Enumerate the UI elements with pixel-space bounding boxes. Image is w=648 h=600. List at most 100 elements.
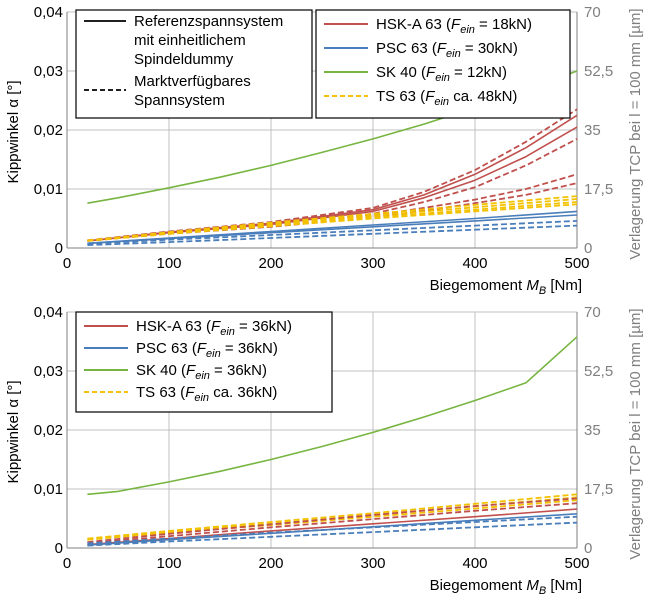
legend-label-text: TS 63 ( [376, 88, 425, 105]
y2-tick-label: 35 [584, 122, 601, 139]
y2-tick-label: 70 [584, 304, 601, 321]
legend-label-subscript: ein [446, 48, 461, 60]
legend-style-box [75, 9, 313, 119]
series-line-psc-63 [87, 224, 578, 246]
legend-label-text: HSK-A 63 ( [136, 318, 211, 335]
legend-style-label: Spindeldummy [134, 51, 234, 68]
x-axis-label-unit: [Nm] [546, 577, 582, 594]
x-tick-label: 300 [360, 255, 385, 272]
legend-label-symbol: F [451, 16, 461, 33]
legend-label-subscript: ein [460, 24, 475, 36]
series-line-ts-63 [87, 493, 578, 540]
legend-style-label: Referenzspannsystem [134, 13, 283, 30]
x-tick-label: 100 [156, 555, 181, 572]
y-tick-label: 0,02 [34, 122, 63, 139]
y-tick-label: 0,04 [34, 304, 63, 321]
y-tick-label: 0,04 [34, 4, 63, 21]
legend-label-subscript: ein [434, 96, 449, 108]
series-line-hsk-a-63 [87, 182, 578, 242]
legend-label-subscript: ein [220, 326, 235, 338]
series-line-hsk-a-63 [87, 502, 578, 545]
legend-label-text: PSC 63 ( [376, 40, 437, 57]
legend-label-text: = 36kN) [210, 362, 267, 379]
x-axis-label: Biegemoment MB [Nm] [430, 277, 582, 297]
y2-tick-label: 52,5 [584, 63, 613, 80]
y2-tick-label: 17,5 [584, 181, 613, 198]
y-axis-label: Kippwinkel α [°] [5, 380, 22, 483]
legend-style-label: mit einheitlichem [134, 32, 246, 49]
legend-series: HSK-A 63 (Fein = 36kN)PSC 63 (Fein = 36k… [75, 311, 333, 413]
y2-tick-label: 0 [584, 540, 592, 557]
legend-series-label: SK 40 (Fein = 36kN) [136, 362, 267, 382]
x-tick-label: 400 [462, 255, 487, 272]
x-tick-label: 200 [258, 255, 283, 272]
y2-tick-label: 52,5 [584, 363, 613, 380]
y-tick-label: 0,02 [34, 422, 63, 439]
legend-series-label: HSK-A 63 (Fein = 36kN) [136, 318, 292, 338]
legend-label-text: SK 40 ( [136, 362, 186, 379]
x-axis-label-subscript: B [539, 585, 546, 597]
legend-label-text: SK 40 ( [376, 64, 426, 81]
legend-style: Referenzspannsystem mit einheitlichem Spin… [75, 9, 313, 119]
legend-label-symbol: F [425, 88, 435, 105]
legend-series-label: PSC 63 (Fein = 36kN) [136, 340, 278, 360]
y2-axis-label: Verlagerung TCP bei l = 100 mm [µm] [627, 8, 644, 259]
legend-series: HSK-A 63 (Fein = 18kN)PSC 63 (Fein = 30k… [315, 9, 571, 119]
bottom-chart: 0 100 200 300 400 50000,010,020,030,04017,535… [5, 304, 644, 597]
legend-label-text: PSC 63 ( [136, 340, 197, 357]
x-tick-label: 500 [564, 555, 589, 572]
legend-label-text: HSK-A 63 ( [376, 16, 451, 33]
x-axis-label: Biegemoment MB [Nm] [430, 577, 582, 597]
legend-series-box [75, 311, 333, 413]
y2-tick-label: 0 [584, 240, 592, 257]
x-axis-label-text: Biegemoment [430, 577, 527, 594]
x-axis-label-symbol: M [526, 277, 539, 294]
x-tick-label: 0 [63, 555, 71, 572]
series-line-psc-63 [87, 515, 578, 545]
legend-label-symbol: F [211, 318, 221, 335]
series-line-psc-63 [87, 214, 578, 245]
series-line-psc-63 [87, 521, 578, 547]
series-line-psc-63 [87, 220, 578, 245]
y2-tick-label: 17,5 [584, 481, 613, 498]
y2-axis-label: Verlagerung TCP bei l = 100 mm [µm] [627, 308, 644, 559]
y-tick-label: 0 [55, 240, 63, 257]
x-tick-label: 300 [360, 555, 385, 572]
x-axis-label-subscript: B [539, 285, 546, 297]
legend-label-subscript: ein [194, 392, 209, 404]
x-tick-label: 500 [564, 255, 589, 272]
x-axis-label-symbol: M [526, 577, 539, 594]
x-tick-label: 0 [63, 255, 71, 272]
y-axis-label: Kippwinkel α [°] [5, 80, 22, 183]
series-group [87, 70, 578, 246]
legend-label-text: = 18kN) [475, 16, 532, 33]
x-axis-label-text: Biegemoment [430, 277, 527, 294]
legend-label-symbol: F [426, 64, 436, 81]
legend-label-symbol: F [185, 384, 195, 401]
legend-style-label: Spannsystem [134, 92, 225, 109]
legend-label-subscript: ein [195, 370, 210, 382]
y2-tick-label: 70 [584, 4, 601, 21]
x-tick-label: 200 [258, 555, 283, 572]
y-tick-label: 0,03 [34, 63, 63, 80]
series-line-sk-40 [87, 336, 578, 496]
legend-label-text: TS 63 ( [136, 384, 185, 401]
legend-series-label: PSC 63 (Fein = 30kN) [376, 40, 518, 60]
legend-label-symbol: F [186, 362, 196, 379]
legend-series-box [315, 9, 571, 119]
legend-series-label: HSK-A 63 (Fein = 18kN) [376, 16, 532, 36]
legend-series-label: TS 63 (Fein ca. 48kN) [376, 88, 517, 108]
legend-label-symbol: F [437, 40, 447, 57]
y2-tick-label: 35 [584, 422, 601, 439]
series-group [87, 336, 578, 547]
legend-label-subscript: ein [206, 348, 221, 360]
series-line-ts-63 [87, 499, 578, 541]
legend-style-label: Marktverfügbares [134, 73, 251, 90]
legend-series-label: SK 40 (Fein = 12kN) [376, 64, 507, 84]
x-tick-label: 100 [156, 255, 181, 272]
legend-series-label: TS 63 (Fein ca. 36kN) [136, 384, 277, 404]
legend-label-text: = 30kN) [461, 40, 518, 57]
series-line-ts-63 [87, 203, 578, 242]
legend-label-text: = 12kN) [450, 64, 507, 81]
series-line-hsk-a-63 [87, 497, 578, 543]
